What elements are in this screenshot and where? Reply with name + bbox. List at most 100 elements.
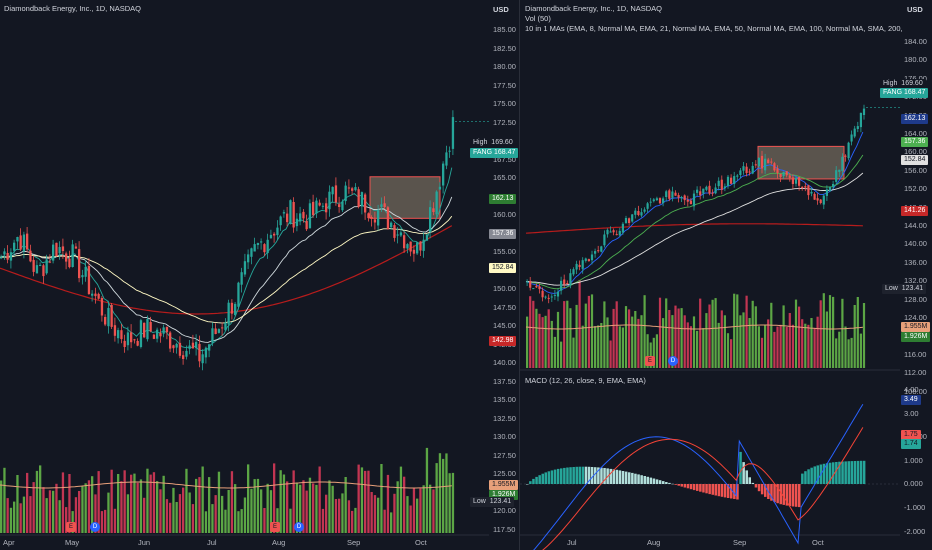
volume-bar (123, 470, 126, 533)
candle-body (78, 249, 81, 279)
volume-bar (263, 508, 266, 533)
volume-bar (113, 508, 117, 533)
candle-body (776, 168, 779, 174)
candle-body (341, 201, 344, 211)
volume-bar (292, 470, 295, 533)
candle-body (581, 260, 584, 269)
price-axis-tick: 180.00 (493, 62, 516, 71)
volume-bar (696, 330, 699, 368)
volume-bar (32, 482, 35, 533)
candle-body (48, 261, 52, 263)
candle-body (844, 155, 847, 157)
candle-body (146, 319, 149, 340)
volume-bar (779, 324, 782, 368)
volume-bar (3, 467, 6, 533)
price-axis-tick: 150.00 (493, 284, 516, 293)
volume-bar (81, 486, 84, 533)
left-price-chart[interactable] (0, 0, 519, 550)
candle-body (526, 281, 529, 283)
macd-histogram-bar (794, 484, 798, 507)
right-chart-pane[interactable]: Diamondback Energy, Inc., 1D, NASDAQ Vol… (520, 0, 932, 550)
volume-bar (305, 490, 308, 533)
volume-bar (208, 477, 211, 533)
volume-bar (754, 306, 757, 368)
volume-bar (798, 306, 801, 368)
candle-body (686, 199, 689, 202)
macd-histogram-bar (708, 484, 711, 495)
volume-bar (535, 308, 538, 368)
candle-body (587, 259, 590, 262)
volume-bar (804, 323, 807, 368)
candle-body (39, 264, 42, 266)
volume-bar (409, 505, 412, 533)
ema-line (525, 172, 864, 286)
candle-body (711, 192, 714, 194)
macd-histogram-bar (742, 462, 745, 484)
volume-bar (538, 313, 541, 368)
candle-body (195, 341, 198, 348)
macd-histogram-bar (754, 484, 758, 488)
candle-body (804, 186, 807, 188)
candle-body (45, 259, 48, 274)
left-chart-pane[interactable]: Diamondback Energy, Inc., 1D, NASDAQ USD… (0, 0, 520, 550)
candle-body (597, 250, 600, 252)
candle-body (553, 294, 556, 296)
macd-histogram-bar (547, 471, 551, 484)
candle-body (717, 180, 720, 187)
macd-histogram-bar (618, 470, 622, 484)
price-axis-tick: 120.00 (493, 506, 516, 515)
candle-body (618, 230, 621, 236)
candle-body (615, 234, 618, 236)
volume-bar (357, 464, 360, 533)
volume-bar (269, 490, 273, 533)
volume-bar (78, 491, 81, 533)
price-axis-tick: 136.00 (904, 257, 927, 267)
right-last-price-tag: FANG 168.47 (880, 88, 929, 98)
ma-200-line (525, 223, 863, 234)
macd-histogram-bar (856, 460, 860, 484)
macd-histogram-bar (723, 484, 727, 498)
candle-body (295, 218, 299, 227)
volume-bar (856, 297, 859, 368)
candle-body (696, 189, 699, 193)
volume-bar (237, 511, 240, 533)
earnings-icon[interactable]: E (270, 522, 280, 532)
candle-body (286, 213, 289, 223)
candle-body (708, 185, 711, 194)
dividend-icon[interactable]: D (668, 356, 678, 366)
candle-body (344, 185, 347, 202)
right-high-tag: High 169.60 (880, 79, 926, 89)
candle-body (214, 328, 217, 334)
volume-bar (603, 301, 606, 368)
macd-histogram-bar (838, 461, 841, 484)
candle-body (104, 317, 107, 325)
volume-bar (739, 315, 742, 368)
candle-body (266, 239, 269, 254)
candle-body (838, 169, 841, 172)
volume-bar (624, 306, 628, 368)
volume-bar (260, 489, 263, 533)
dividend-icon[interactable]: D (90, 522, 100, 532)
volume-bar (578, 279, 581, 368)
candle-body (120, 330, 123, 340)
volume-bar (606, 317, 609, 368)
macd-histogram-bar (634, 473, 637, 484)
earnings-icon[interactable]: E (645, 356, 655, 366)
volume-bar (547, 309, 550, 368)
macd-histogram-bar (748, 477, 751, 484)
candle-body (383, 203, 386, 207)
earnings-icon[interactable]: E (66, 522, 76, 532)
candle-body (373, 219, 377, 223)
candle-body (560, 280, 563, 291)
candle-body (432, 208, 435, 212)
volume-bar (240, 509, 243, 533)
volume-bar (683, 315, 686, 368)
dividend-icon[interactable]: D (294, 522, 304, 532)
macd-histogram-bar (674, 484, 677, 485)
right-price-chart[interactable] (520, 0, 932, 550)
candle-body (55, 242, 58, 257)
volume-bar (253, 479, 256, 533)
candle-body (94, 293, 97, 297)
volume-ma-line (0, 481, 452, 489)
volume-bar (532, 300, 535, 368)
